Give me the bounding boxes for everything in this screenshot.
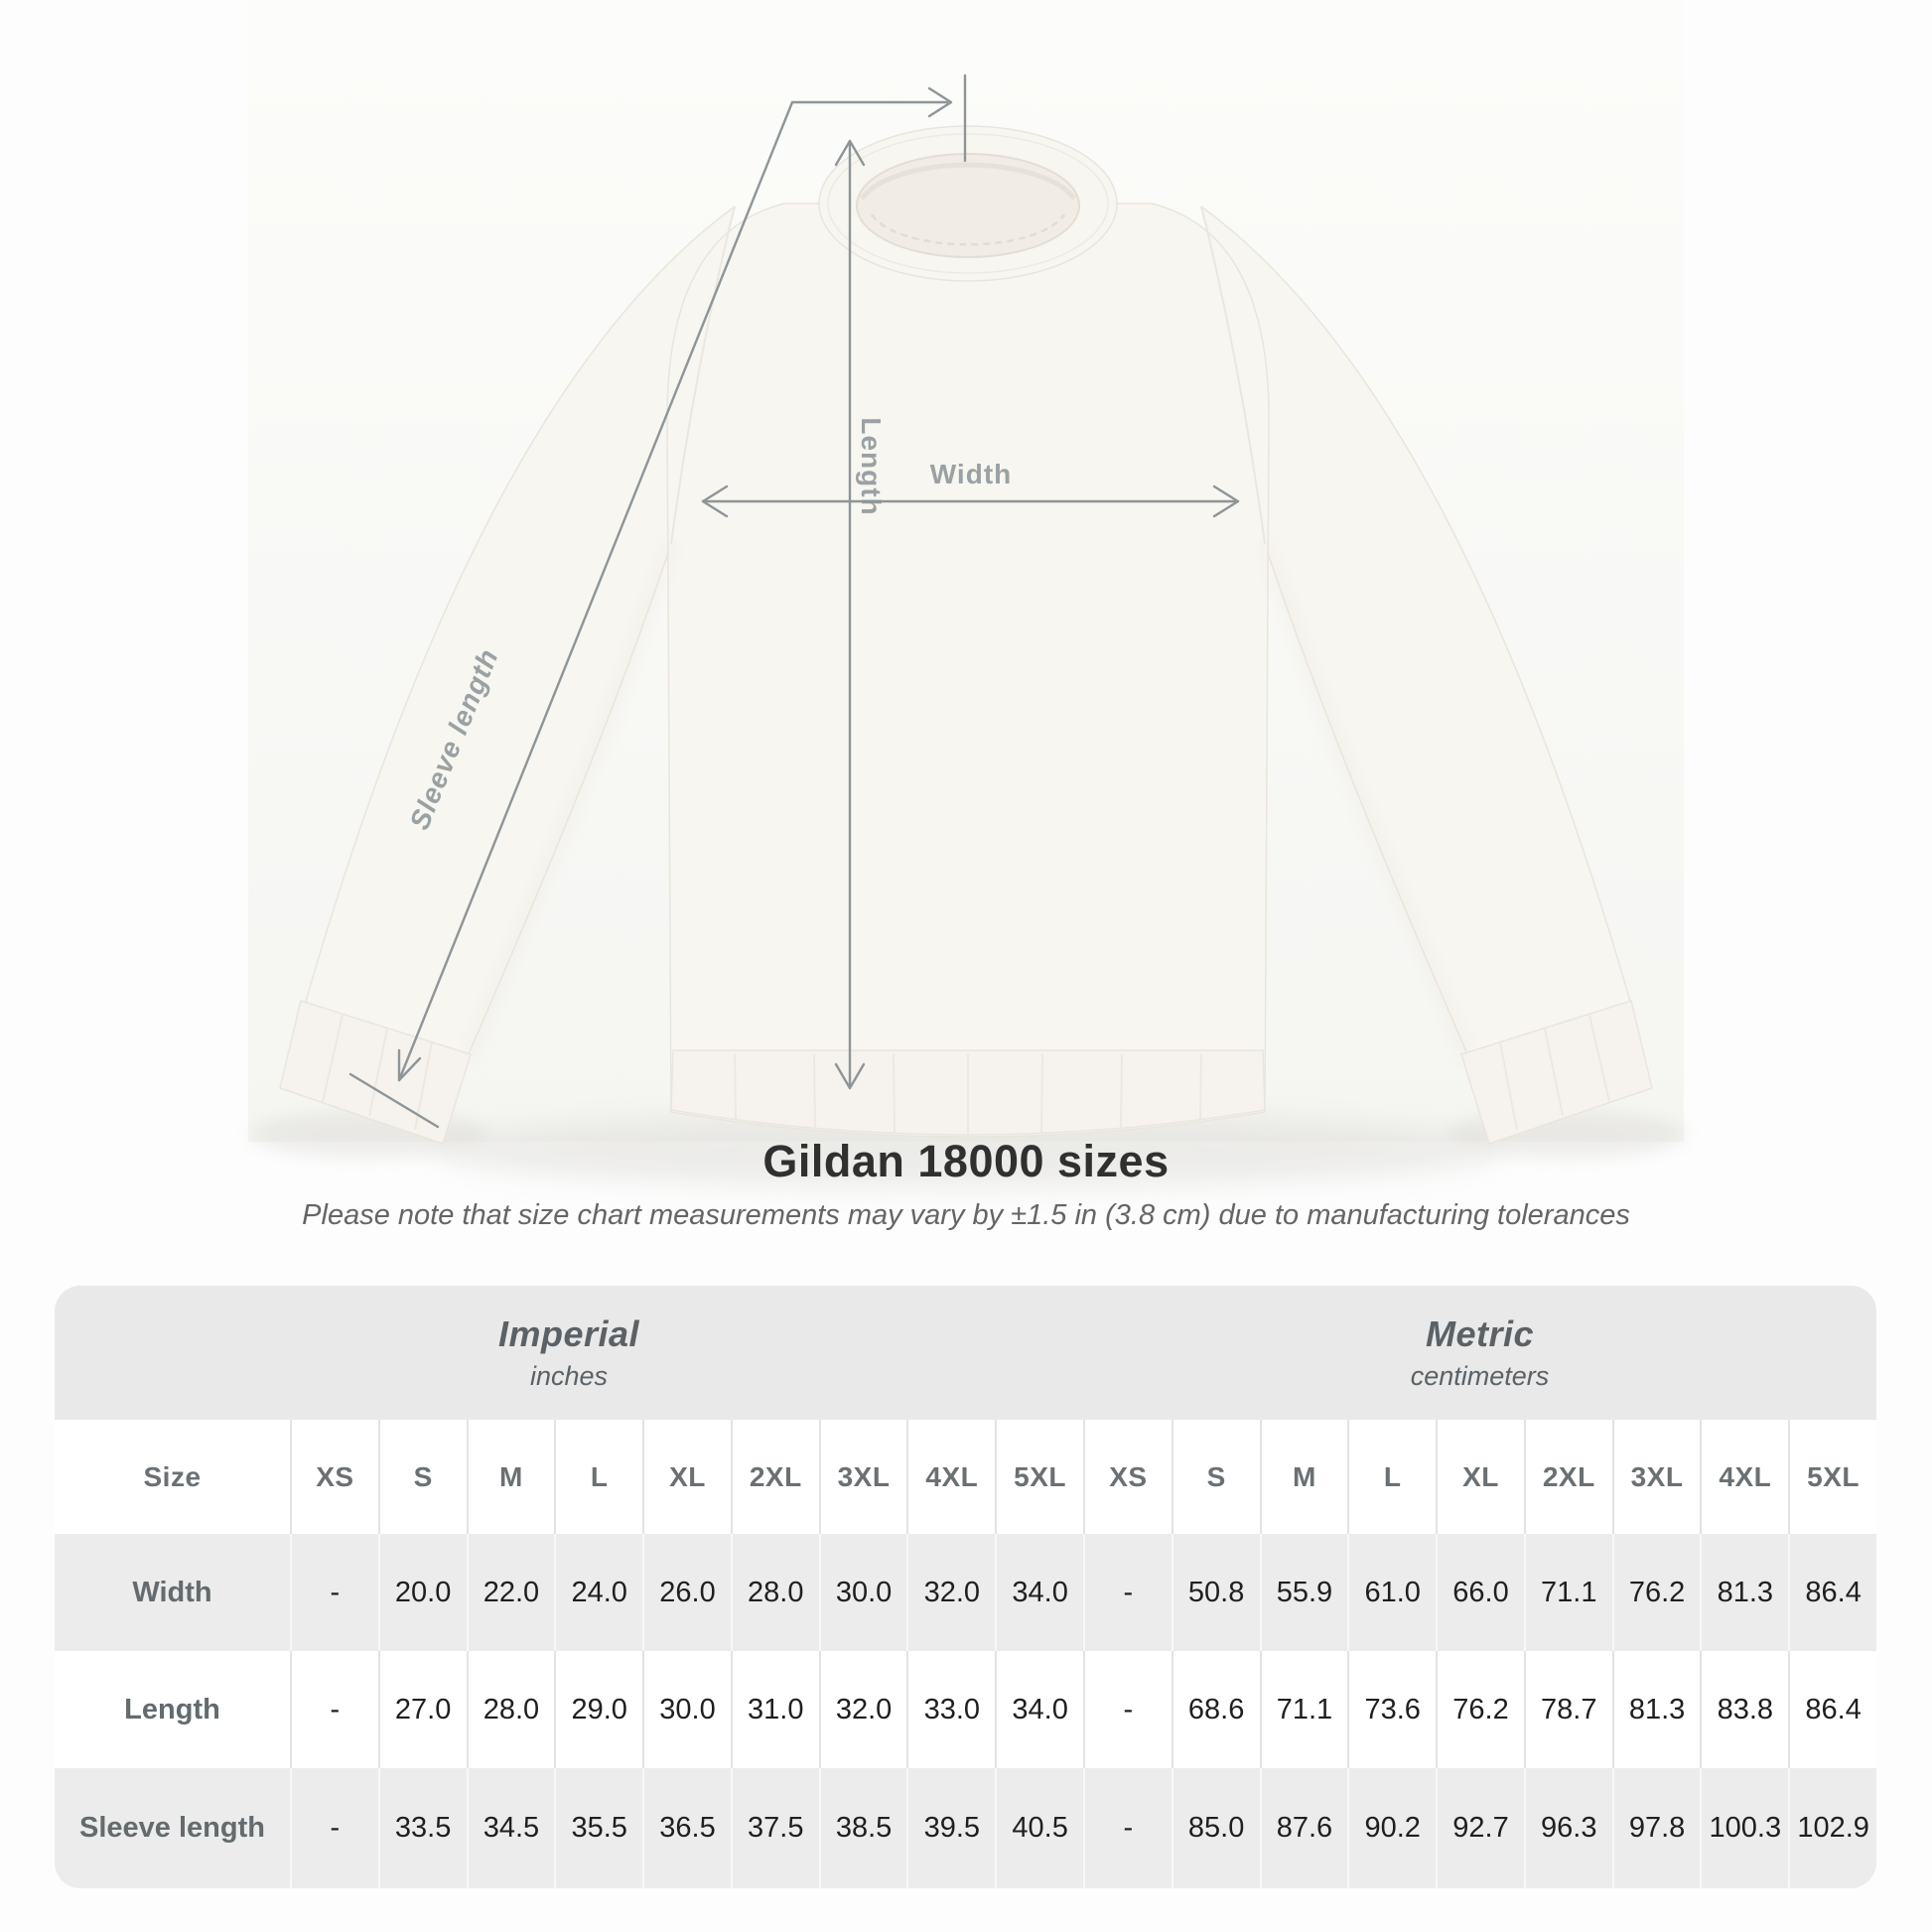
size-column-header: XL bbox=[642, 1420, 731, 1534]
measurement-cell: 34.5 bbox=[466, 1768, 555, 1888]
measurement-cell: 81.3 bbox=[1611, 1651, 1701, 1768]
row-label: Sleeve length bbox=[55, 1768, 290, 1888]
size-column-header: 3XL bbox=[818, 1420, 907, 1534]
sweatshirt-measurement-diagram: Length Width Sleeve length bbox=[248, 0, 1686, 1187]
measurement-cell: 102.9 bbox=[1788, 1768, 1876, 1888]
measurement-cell: 34.0 bbox=[995, 1651, 1083, 1768]
measurement-cell: 66.0 bbox=[1436, 1534, 1524, 1651]
measurement-cell: 71.1 bbox=[1259, 1651, 1348, 1768]
measurement-cell: 73.6 bbox=[1347, 1651, 1437, 1768]
metric-label: Metric bbox=[1425, 1313, 1535, 1354]
sleeve-length-arrow bbox=[348, 100, 794, 1129]
row-label: Width bbox=[55, 1534, 290, 1651]
size-column-header: 2XL bbox=[730, 1420, 819, 1534]
measurement-cell: 92.7 bbox=[1436, 1768, 1524, 1888]
measurement-cell: - bbox=[1083, 1651, 1172, 1768]
measurement-cell: 20.0 bbox=[377, 1534, 467, 1651]
measurement-cell: 86.4 bbox=[1788, 1534, 1876, 1651]
measurement-cell: 37.5 bbox=[730, 1768, 819, 1888]
measurement-cell: 39.5 bbox=[906, 1768, 996, 1888]
collar bbox=[818, 125, 1118, 282]
size-column-header: 4XL bbox=[1700, 1420, 1789, 1534]
size-column-header: 5XL bbox=[1788, 1420, 1876, 1534]
measurement-cell: 96.3 bbox=[1523, 1768, 1612, 1888]
size-column-header: L bbox=[1347, 1420, 1437, 1534]
measurement-cell: 33.5 bbox=[377, 1768, 467, 1888]
measurement-cell: 33.0 bbox=[906, 1651, 996, 1768]
measurement-cell: - bbox=[290, 1768, 378, 1888]
measurement-cell: 78.7 bbox=[1523, 1651, 1612, 1768]
imperial-unit-label: inches bbox=[529, 1361, 609, 1391]
size-column-header: XL bbox=[1436, 1420, 1524, 1534]
measurement-cell: 87.6 bbox=[1259, 1768, 1348, 1888]
page-subtitle: Please note that size chart measurements… bbox=[302, 1199, 1630, 1231]
measurement-cell: 40.5 bbox=[995, 1768, 1083, 1888]
metric-unit-label: centimeters bbox=[1410, 1361, 1550, 1391]
size-column-header: XS bbox=[290, 1420, 378, 1534]
width-arrow bbox=[701, 484, 1240, 518]
measurement-cell: - bbox=[1083, 1534, 1172, 1651]
measurement-cell: 35.5 bbox=[554, 1768, 643, 1888]
torso bbox=[666, 203, 1270, 1138]
measurement-cell: 30.0 bbox=[818, 1534, 907, 1651]
size-column-header: 4XL bbox=[906, 1420, 996, 1534]
size-table: Size XS S M L XL 2XL 3XL 4XL 5XL XS S M L XL 2XL 3XL 4XL 5… bbox=[55, 1420, 1876, 1888]
size-column-header: 5XL bbox=[995, 1420, 1083, 1534]
measurement-cell: 31.0 bbox=[730, 1651, 819, 1768]
measurement-cell: 81.3 bbox=[1700, 1534, 1789, 1651]
measurement-cell: 68.6 bbox=[1171, 1651, 1260, 1768]
neck-reference-arrow bbox=[790, 73, 967, 163]
measurement-cell: 83.8 bbox=[1700, 1651, 1789, 1768]
left-cuff bbox=[279, 1000, 472, 1145]
measurement-cell: 34.0 bbox=[995, 1534, 1083, 1651]
measurement-cell: - bbox=[290, 1651, 378, 1768]
measurement-cell: - bbox=[1083, 1768, 1172, 1888]
measurement-cell: 32.0 bbox=[906, 1534, 996, 1651]
measurement-cell: 32.0 bbox=[818, 1651, 907, 1768]
size-column-header: XS bbox=[1083, 1420, 1172, 1534]
measurement-cell: 55.9 bbox=[1259, 1534, 1348, 1651]
unit-band: Imperial inches Metric centimeters bbox=[55, 1286, 1876, 1420]
measurement-cell: 97.8 bbox=[1611, 1768, 1701, 1888]
measurement-cell: 29.0 bbox=[554, 1651, 643, 1768]
measurement-cell: 76.2 bbox=[1436, 1651, 1524, 1768]
row-label: Length bbox=[55, 1651, 290, 1768]
size-column-header: 3XL bbox=[1611, 1420, 1701, 1534]
measurement-cell: 38.5 bbox=[818, 1768, 907, 1888]
measurement-cell: 22.0 bbox=[466, 1534, 555, 1651]
measurement-cell: 86.4 bbox=[1788, 1651, 1876, 1768]
page-title: Gildan 18000 sizes bbox=[762, 1136, 1170, 1186]
measurement-cell: 100.3 bbox=[1700, 1768, 1789, 1888]
measurement-cell: - bbox=[290, 1534, 378, 1651]
measurement-cell: 30.0 bbox=[642, 1651, 731, 1768]
measurement-cell: 24.0 bbox=[554, 1534, 643, 1651]
size-column-header: L bbox=[554, 1420, 643, 1534]
measurement-cell: 61.0 bbox=[1347, 1534, 1437, 1651]
measurement-cell: 28.0 bbox=[466, 1651, 555, 1768]
measurement-cell: 26.0 bbox=[642, 1534, 731, 1651]
width-label: Width bbox=[930, 459, 1013, 489]
metric-group-header: Metric centimeters bbox=[1083, 1286, 1876, 1420]
imperial-group-header: Imperial inches bbox=[55, 1286, 1083, 1420]
size-column-header: 2XL bbox=[1523, 1420, 1612, 1534]
measurement-cell: 76.2 bbox=[1611, 1534, 1701, 1651]
measurement-cell: 50.8 bbox=[1171, 1534, 1260, 1651]
measurement-cell: 27.0 bbox=[377, 1651, 467, 1768]
size-column-header: M bbox=[466, 1420, 555, 1534]
measurement-cell: 36.5 bbox=[642, 1768, 731, 1888]
size-column-header: S bbox=[1171, 1420, 1260, 1534]
length-label: Length bbox=[856, 417, 887, 515]
sweatshirt-photo bbox=[279, 125, 1653, 1145]
measurement-cell: 85.0 bbox=[1171, 1768, 1260, 1888]
imperial-label: Imperial bbox=[497, 1313, 640, 1354]
measurement-cell: 90.2 bbox=[1347, 1768, 1437, 1888]
size-column-header: S bbox=[377, 1420, 467, 1534]
length-arrow bbox=[834, 139, 866, 1090]
right-cuff bbox=[1460, 1000, 1653, 1145]
size-column-header: M bbox=[1259, 1420, 1348, 1534]
measurement-cell: 71.1 bbox=[1523, 1534, 1612, 1651]
size-corner-header: Size bbox=[55, 1420, 290, 1534]
measurement-cell: 28.0 bbox=[730, 1534, 819, 1651]
